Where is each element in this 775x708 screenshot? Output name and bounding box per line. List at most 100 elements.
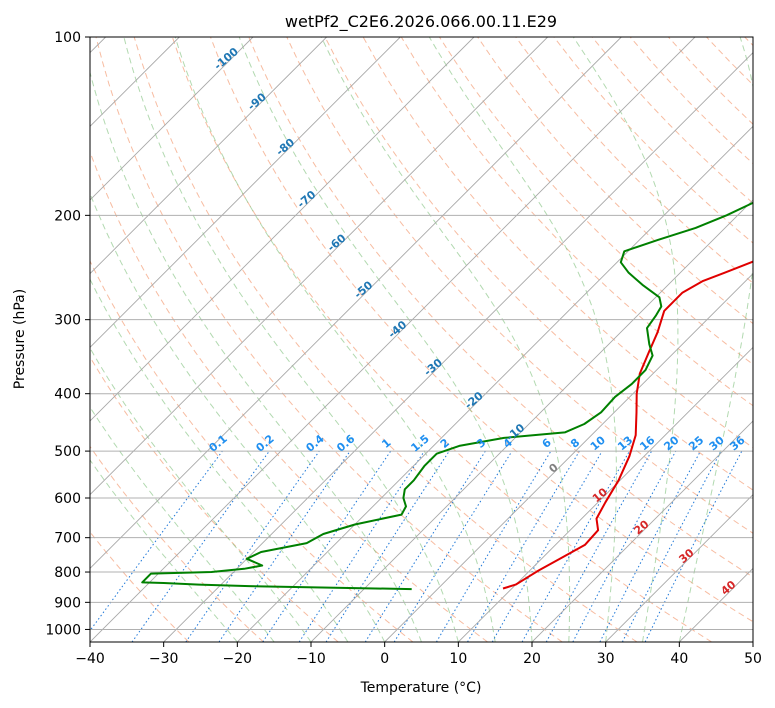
dry-adiabat-label: -60 [325, 231, 349, 254]
mixing-ratio-line [262, 450, 392, 642]
mixing-ratio-line [393, 450, 513, 642]
isotherm [458, 346, 753, 642]
moist-adiabat [174, 37, 496, 642]
dry-adiabat-label: -40 [386, 318, 410, 341]
y-tick-label: 700 [54, 531, 81, 547]
mixing-ratio-lines [90, 450, 743, 642]
isotherm [310, 199, 753, 642]
chart-title: wetPf2_C2E6.2026.066.00.11.E29 [285, 12, 557, 32]
isotherm [679, 567, 753, 642]
isotherm [90, 37, 548, 496]
x-axis-label: Temperature (°C) [360, 680, 482, 696]
moist-adiabat [678, 37, 753, 642]
x-tick-label: 40 [670, 651, 688, 667]
mixing-ratio-label: 16 [637, 433, 657, 453]
dry-adiabat [706, 37, 753, 86]
x-tick-label: 20 [523, 651, 541, 667]
dry-adiabat [90, 259, 414, 642]
isotherms [90, 37, 753, 642]
y-tick-label: 900 [54, 595, 81, 611]
dry-adiabat [90, 531, 190, 642]
dry-adiabat [171, 37, 712, 642]
y-tick-label: 200 [54, 208, 81, 224]
dry-adiabat-label: -30 [421, 356, 445, 379]
x-axis-ticks: −40 −30 −20 −10 0 10 20 30 40 50 [75, 642, 762, 667]
isotherm [163, 52, 753, 642]
x-tick-label: 30 [597, 651, 615, 667]
x-tick-label: −30 [149, 651, 179, 667]
dry-adiabat-label: 30 [677, 546, 697, 566]
dry-adiabat-label: 10 [590, 485, 610, 505]
mixing-ratio-line [298, 450, 425, 642]
dry-adiabats [90, 37, 753, 642]
mixing-ratio-line [599, 450, 701, 642]
y-axis-label: Pressure (hPa) [12, 289, 28, 389]
mixing-ratio-label: 6 [540, 436, 554, 451]
dry-adiabat-label: -80 [274, 136, 298, 159]
y-tick-label: 500 [54, 444, 81, 460]
dry-adiabat [90, 150, 488, 642]
mixing-ratio-label: 25 [686, 434, 706, 454]
mixing-ratio-line [435, 450, 552, 642]
dry-adiabat-label: -50 [352, 278, 376, 301]
isotherm [90, 37, 401, 348]
isotherm [90, 37, 475, 422]
sounding-profiles [141, 201, 753, 591]
mixing-ratio-line [325, 450, 450, 642]
dry-adiabat [133, 37, 638, 642]
moist-adiabat [90, 406, 275, 642]
moist-adiabat [572, 37, 679, 642]
isotherm [90, 37, 254, 201]
mixing-ratio-line [218, 450, 351, 642]
mixing-ratio-label: 3 [474, 436, 488, 451]
moist-adiabat [428, 37, 617, 642]
dry-adiabat [324, 37, 753, 491]
y-tick-label: 300 [54, 313, 81, 329]
x-tick-label: 10 [449, 651, 467, 667]
mixing-ratio-label: 36 [728, 433, 748, 453]
y-tick-label: 400 [54, 387, 81, 403]
dry-adiabat-label: 40 [718, 578, 738, 598]
dry-adiabat [90, 445, 264, 642]
x-tick-label: 50 [744, 651, 762, 667]
mixing-ratio-line [521, 450, 630, 642]
dry-adiabat [248, 37, 753, 578]
isobars [90, 37, 753, 630]
y-tick-label: 600 [54, 491, 81, 507]
dry-adiabat [744, 37, 753, 47]
line-labels: -100-90-80-70-60-50-40-30-20-10010203040… [207, 45, 748, 598]
isotherm [237, 125, 753, 642]
dry-adiabat [210, 37, 753, 623]
mixing-ratio-label: 13 [615, 434, 635, 454]
moist-adiabat [238, 37, 533, 642]
x-tick-label: 0 [380, 651, 389, 667]
dry-adiabat-label: 20 [632, 517, 652, 537]
mixing-ratio-line [364, 450, 486, 642]
y-tick-label: 100 [54, 30, 81, 46]
dry-adiabat-label: -100 [212, 45, 242, 73]
isotherm [531, 420, 753, 642]
isotherm [90, 37, 696, 642]
dry-adiabat-label: -90 [245, 90, 269, 113]
mixing-ratio-line [185, 450, 320, 642]
mixing-ratio-label: 1 [379, 436, 393, 451]
dry-adiabat-label: -70 [295, 188, 319, 211]
mixing-ratio-line [131, 450, 270, 642]
dry-adiabat [515, 37, 753, 284]
isotherm [605, 494, 753, 642]
dry-adiabat [286, 37, 753, 534]
isotherm [752, 641, 753, 642]
mixing-ratio-line [644, 450, 743, 642]
moist-adiabat [123, 37, 459, 642]
moist-adiabat [90, 192, 386, 642]
x-tick-label: −40 [75, 651, 105, 667]
dewpoint-profile [141, 201, 753, 591]
moist-adiabats [90, 37, 753, 642]
plot-frame [89, 36, 754, 643]
isotherm [90, 37, 327, 275]
y-tick-label: 800 [54, 565, 81, 581]
mixing-ratio-line [90, 450, 223, 632]
moist-adiabat [90, 278, 349, 642]
mixing-ratio-line [545, 450, 653, 642]
temperature-profile [502, 260, 753, 590]
